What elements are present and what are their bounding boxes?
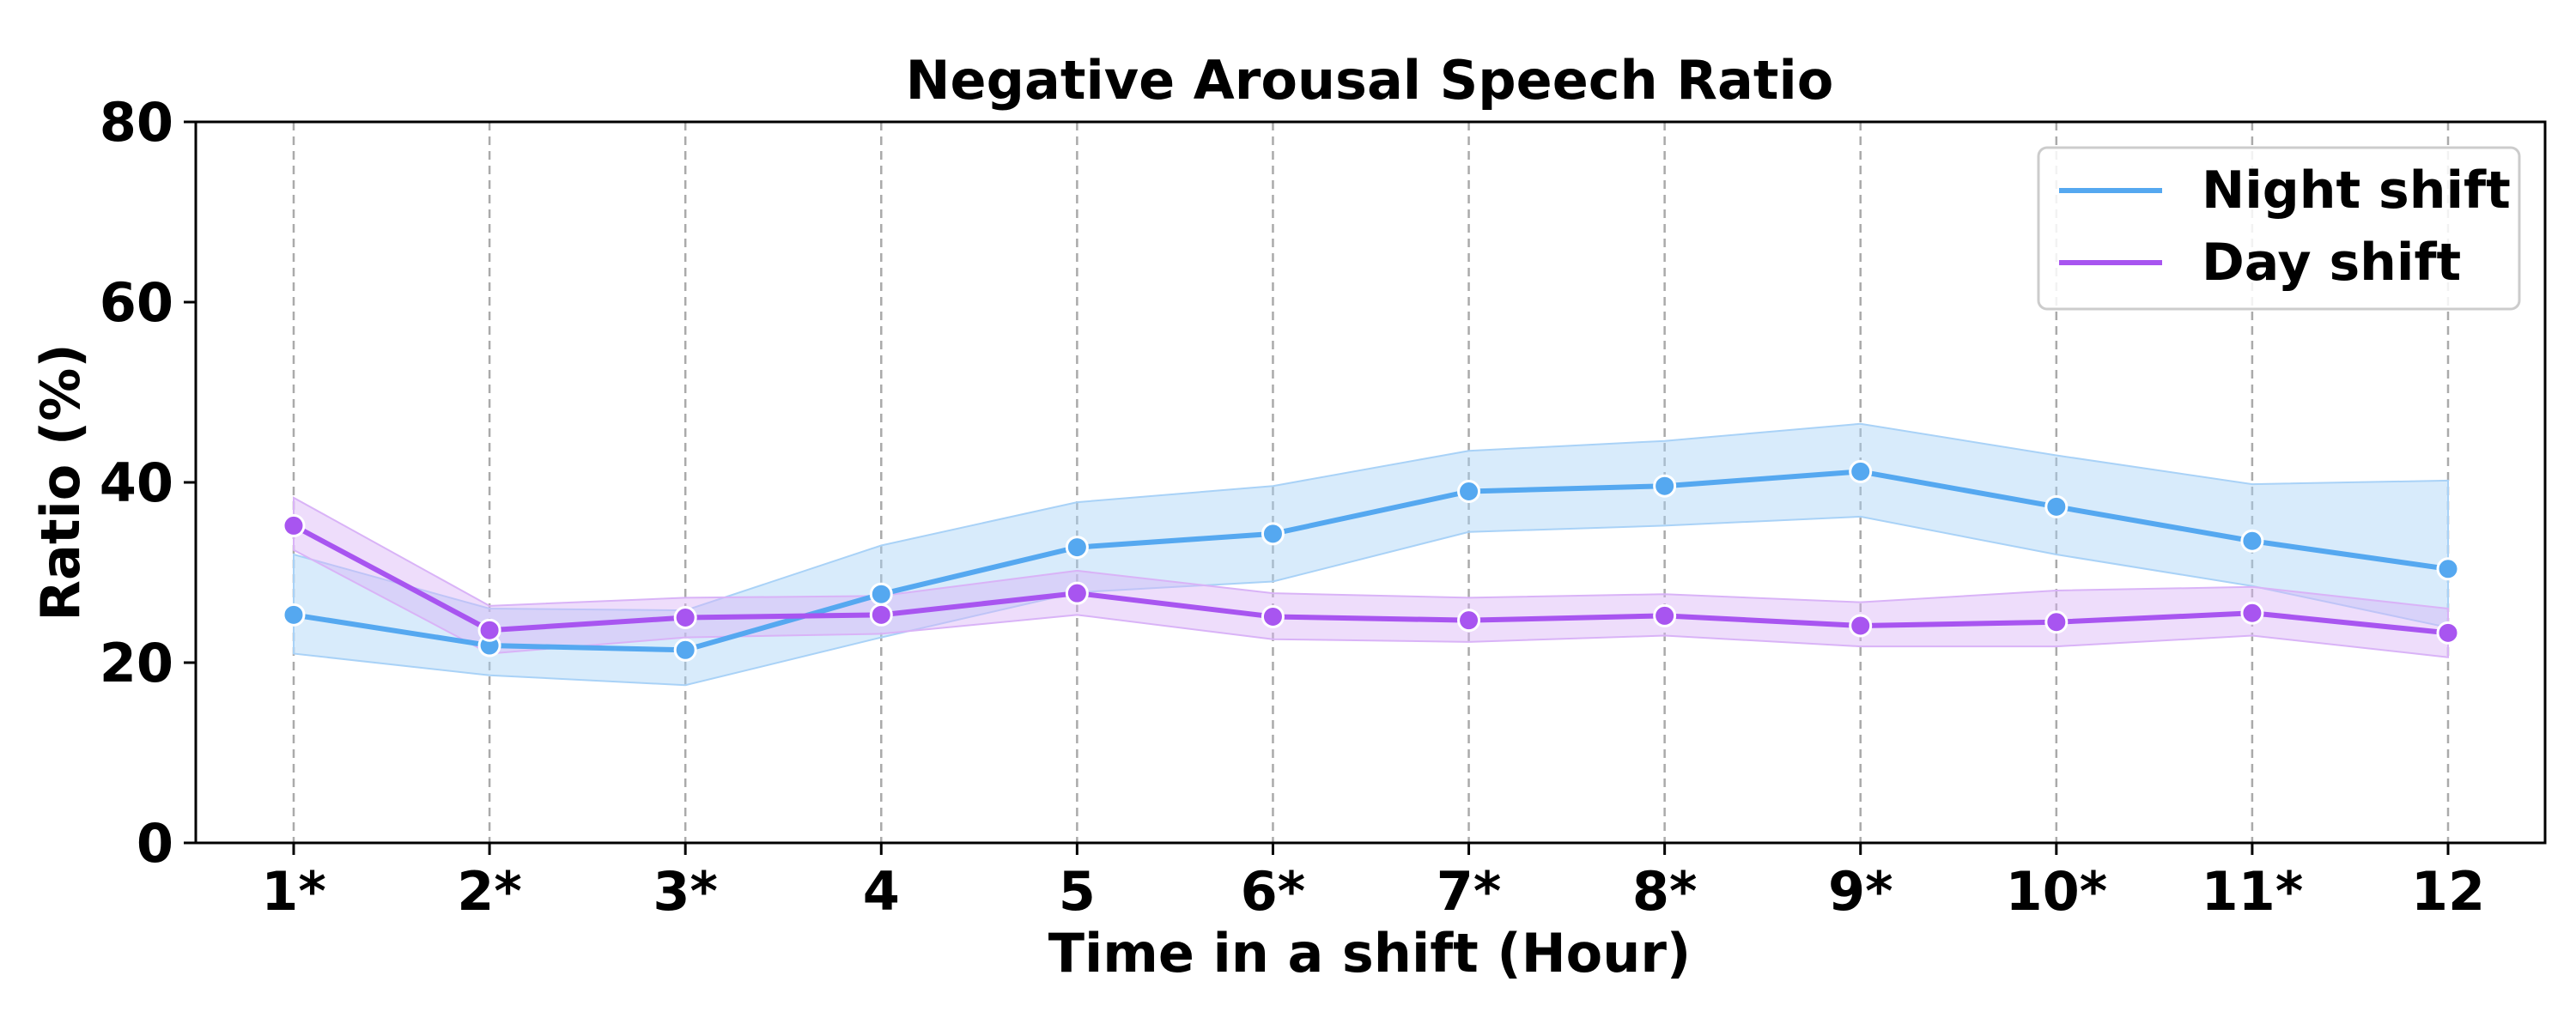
y-tick-label-1: 20 <box>100 632 173 694</box>
data-point-0-4 <box>1065 536 1089 560</box>
data-point-0-11 <box>2436 557 2460 581</box>
data-point-1-8 <box>1849 614 1873 638</box>
x-tick-label-10: 11* <box>2202 860 2304 923</box>
data-point-0-9 <box>2044 494 2069 518</box>
chart-title: Negative Arousal Speech Ratio <box>906 49 1834 112</box>
x-tick-label-3: 4 <box>863 860 900 923</box>
x-tick-label-9: 10* <box>2005 860 2107 923</box>
data-point-0-5 <box>1261 522 1285 546</box>
data-point-1-10 <box>2240 601 2264 625</box>
data-point-0-6 <box>1457 480 1481 503</box>
x-axis-label: Time in a shift (Hour) <box>1048 922 1692 985</box>
x-tick-label-1: 2* <box>457 860 522 923</box>
y-tick-label-4: 80 <box>100 91 173 154</box>
data-point-1-4 <box>1065 581 1089 605</box>
y-axis-label: Ratio (%) <box>29 343 92 621</box>
x-axis-ticks: 1* 2* 3* 4 5 6* 7* 8* 9* 10* 11* 12 <box>261 843 2485 923</box>
series-points <box>282 459 2460 662</box>
x-tick-label-8: 9* <box>1828 860 1893 923</box>
y-tick-label-2: 40 <box>100 451 173 514</box>
data-point-1-3 <box>869 603 893 627</box>
data-point-1-2 <box>673 606 697 629</box>
series-lines <box>292 469 2449 653</box>
y-axis-ticks: 0 20 40 60 80 <box>100 91 196 875</box>
data-point-1-0 <box>282 513 306 537</box>
x-tick-label-0: 1* <box>261 860 326 923</box>
x-tick-label-5: 6* <box>1241 860 1306 923</box>
legend-label-night-shift: Night shift <box>2202 161 2511 221</box>
y-tick-label-3: 60 <box>100 271 173 334</box>
data-point-0-7 <box>1653 474 1677 498</box>
x-tick-label-11: 12 <box>2411 860 2485 923</box>
data-point-0-2 <box>673 638 697 662</box>
data-point-0-8 <box>1849 459 1873 483</box>
data-point-1-11 <box>2436 621 2460 645</box>
y-tick-label-0: 0 <box>137 812 173 875</box>
x-tick-label-2: 3* <box>653 860 718 923</box>
data-point-0-10 <box>2240 529 2264 553</box>
data-point-0-0 <box>282 603 306 627</box>
data-point-1-9 <box>2044 610 2069 634</box>
x-tick-label-7: 8* <box>1632 860 1698 923</box>
series-line-1 <box>292 523 2449 636</box>
series-line-0 <box>293 469 2449 653</box>
data-point-1-6 <box>1457 609 1481 633</box>
x-tick-label-4: 5 <box>1059 860 1096 923</box>
x-tick-label-6: 7* <box>1437 860 1502 923</box>
legend: Night shift Day shift <box>2037 146 2521 311</box>
data-point-0-3 <box>869 582 893 606</box>
data-point-1-5 <box>1261 604 1285 628</box>
data-point-1-7 <box>1653 603 1677 627</box>
data-point-1-1 <box>477 618 501 642</box>
legend-label-day-shift: Day shift <box>2202 233 2461 293</box>
